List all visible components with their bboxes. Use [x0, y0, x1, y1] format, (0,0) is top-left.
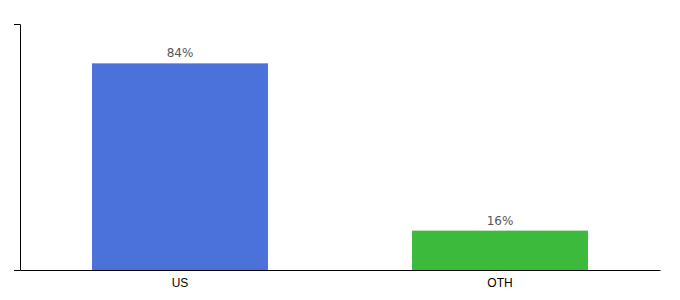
bar — [92, 63, 268, 270]
data-label: 16% — [487, 214, 514, 228]
plot-area: US OTH 84% 16% — [14, 25, 661, 290]
data-label: 84% — [167, 46, 194, 60]
data-labels: 84% 16% — [167, 46, 514, 227]
x-axis: US OTH — [21, 271, 661, 290]
bars — [92, 63, 588, 270]
x-axis-line — [21, 270, 661, 271]
x-tick-label: US — [172, 276, 189, 290]
x-tick: US — [172, 276, 189, 290]
chart: US OTH 84% 16% — [0, 0, 680, 300]
y-axis — [14, 25, 21, 271]
y-axis-line — [14, 25, 21, 271]
x-tick-label: OTH — [487, 276, 512, 290]
x-tick: OTH — [487, 276, 512, 290]
bar — [412, 231, 588, 270]
